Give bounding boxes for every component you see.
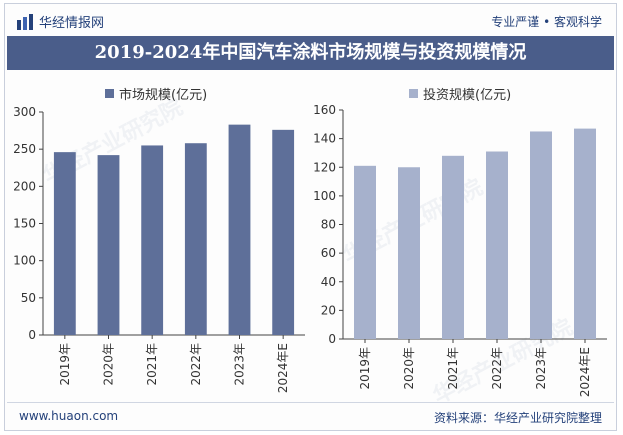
bar-investment (530, 131, 552, 339)
brand-logo-icon (17, 13, 33, 30)
legend-label-market: 市场规模(亿元) (119, 88, 208, 103)
y-tick-label: 100 (13, 254, 36, 268)
y-tick-label: 50 (21, 291, 36, 305)
y-tick-label: 0 (328, 332, 336, 346)
x-tick-label: 2024年E (578, 347, 592, 397)
y-tick-label: 200 (13, 179, 36, 193)
chart-title: 2019-2024年中国汽车涂料市场规模与投资规模情况 (94, 42, 527, 63)
y-tick-label: 80 (321, 218, 336, 232)
bar-investment (354, 165, 376, 339)
x-tick-label: 2021年 (446, 347, 460, 390)
bar-market (184, 143, 207, 335)
x-tick-label: 2023年 (233, 343, 247, 386)
y-tick-label: 120 (313, 160, 336, 174)
bar-investment (486, 151, 508, 339)
bar-investment (574, 128, 596, 339)
bar-market (141, 145, 164, 335)
x-tick-label: 2022年 (490, 347, 504, 390)
chart-card: 华经情报网 专业严谨 • 客观科学 2019-2024年中国汽车涂料市场规模与投… (4, 3, 617, 431)
x-tick-label: 2020年 (402, 347, 416, 390)
x-tick-label: 2019年 (358, 347, 372, 390)
footer-divider (7, 402, 614, 403)
y-tick-label: 250 (13, 142, 36, 156)
bar-market (272, 129, 295, 335)
legend-right: 投资规模(亿元) (409, 84, 511, 103)
x-tick-label: 2024年E (276, 343, 290, 393)
legend-swatch-market (105, 89, 114, 98)
legend-label-investment: 投资规模(亿元) (423, 88, 512, 103)
bar-investment (398, 167, 420, 339)
top-bar: 华经情报网 专业严谨 • 客观科学 (5, 4, 616, 36)
x-tick-label: 2022年 (189, 343, 203, 386)
footer-source: 资料来源：华经产业研究院整理 (433, 411, 602, 425)
brand[interactable]: 华经情报网 (17, 12, 104, 31)
y-tick-label: 300 (13, 105, 36, 119)
bar-market (53, 152, 76, 335)
bar-investment (442, 155, 464, 339)
y-tick-label: 20 (321, 303, 336, 317)
bar-market (97, 155, 120, 335)
bar-market (228, 124, 251, 336)
x-tick-label: 2023年 (534, 347, 548, 390)
slogan: 专业严谨 • 客观科学 (491, 15, 602, 29)
y-tick-label: 0 (28, 328, 36, 342)
title-bar: 2019-2024年中国汽车涂料市场规模与投资规模情况 (7, 36, 614, 70)
y-tick-label: 140 (313, 132, 336, 146)
x-tick-label: 2020年 (102, 343, 116, 386)
brand-name: 华经情报网 (39, 16, 105, 31)
x-tick-label: 2021年 (145, 343, 159, 386)
y-tick-label: 40 (321, 275, 336, 289)
x-tick-label: 2019年 (58, 343, 72, 386)
y-tick-label: 100 (313, 189, 336, 203)
legend-swatch-investment (409, 89, 418, 98)
y-tick-label: 160 (313, 103, 336, 117)
y-tick-label: 60 (321, 246, 336, 260)
legend-left: 市场规模(亿元) (105, 84, 207, 103)
y-tick-label: 150 (13, 217, 36, 231)
footer-website[interactable]: www.huaon.com (19, 409, 119, 423)
